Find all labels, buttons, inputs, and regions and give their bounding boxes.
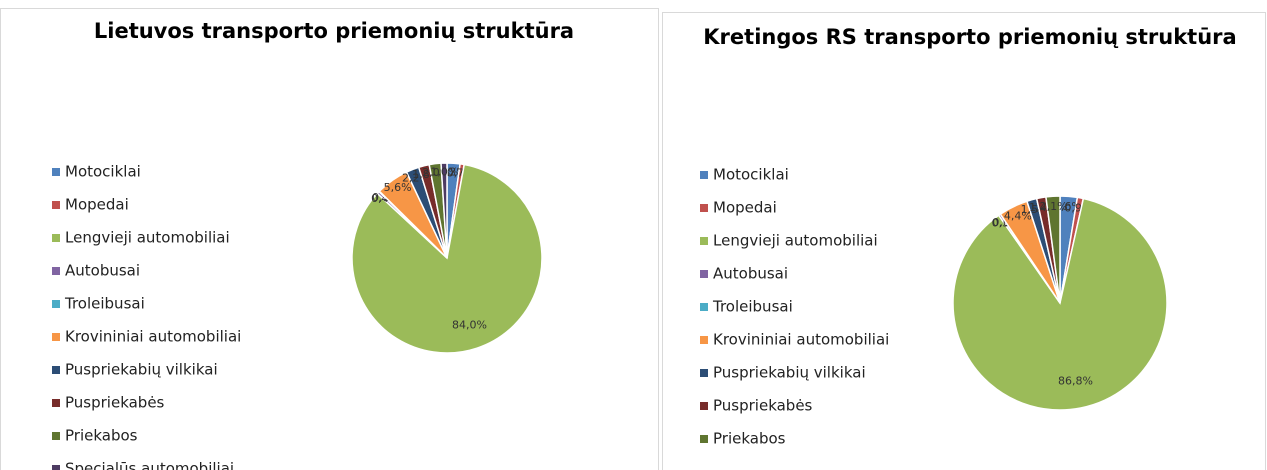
- legend-swatch: [700, 204, 708, 212]
- data-label: 2,1%: [1040, 200, 1068, 213]
- legend-swatch: [52, 399, 60, 407]
- legend-label: Puspriekabės: [713, 397, 813, 415]
- pie-slice: [440, 162, 448, 259]
- legend-swatch: [52, 168, 60, 176]
- legend-swatch: [700, 303, 708, 311]
- legend-swatch: [700, 336, 708, 344]
- data-label: 5,6%: [384, 181, 412, 194]
- chart-title: Lietuvos transporto priemonių struktūra: [94, 19, 574, 43]
- legend-label: Krovininiai automobiliai: [713, 331, 889, 349]
- data-label: 84,0%: [452, 319, 487, 332]
- legend-swatch: [52, 234, 60, 242]
- legend-label: Specialūs automobiliai: [65, 460, 234, 470]
- legend-label: Troleibusai: [712, 298, 793, 316]
- legend-label: Puspriekabės: [65, 394, 165, 412]
- legend-swatch: [700, 270, 708, 278]
- panel-right: [662, 12, 1266, 470]
- pie-slice: [1045, 195, 1061, 304]
- legend-label: Mopedai: [65, 196, 129, 214]
- legend-swatch: [700, 237, 708, 245]
- legend-label: Priekabos: [713, 430, 786, 448]
- pie-slice: [351, 163, 543, 354]
- legend-label: Puspriekabių vilkikai: [65, 361, 218, 379]
- pie-slice: [952, 197, 1168, 411]
- legend-swatch: [52, 267, 60, 275]
- legend-label: Lengvieji automobiliai: [713, 232, 878, 250]
- data-label: 86,8%: [1058, 375, 1093, 388]
- legend-label: Mopedai: [713, 199, 777, 217]
- data-label: 4,4%: [1004, 209, 1032, 222]
- legend-swatch: [52, 300, 60, 308]
- legend-label: Priekabos: [65, 427, 138, 445]
- legend-label: Krovininiai automobiliai: [65, 328, 241, 346]
- legend-label: Autobusai: [65, 262, 140, 280]
- chart-title: Kretingos RS transporto priemonių strukt…: [703, 25, 1236, 49]
- data-label: 1,0%: [430, 166, 458, 179]
- legend-swatch: [52, 465, 60, 470]
- legend-swatch: [700, 402, 708, 410]
- panel-left: [0, 8, 659, 470]
- legend-label: Motociklai: [713, 166, 789, 184]
- legend-label: Lengvieji automobiliai: [65, 229, 230, 247]
- legend-label: Motociklai: [65, 163, 141, 181]
- legend-label: Autobusai: [713, 265, 788, 283]
- legend-swatch: [52, 333, 60, 341]
- legend-label: Puspriekabių vilkikai: [713, 364, 866, 382]
- legend-label: Troleibusai: [64, 295, 145, 313]
- legend-swatch: [700, 435, 708, 443]
- legend-swatch: [52, 366, 60, 374]
- legend-swatch: [52, 201, 60, 209]
- legend-swatch: [52, 432, 60, 440]
- legend-swatch: [700, 171, 708, 179]
- legend-swatch: [700, 369, 708, 377]
